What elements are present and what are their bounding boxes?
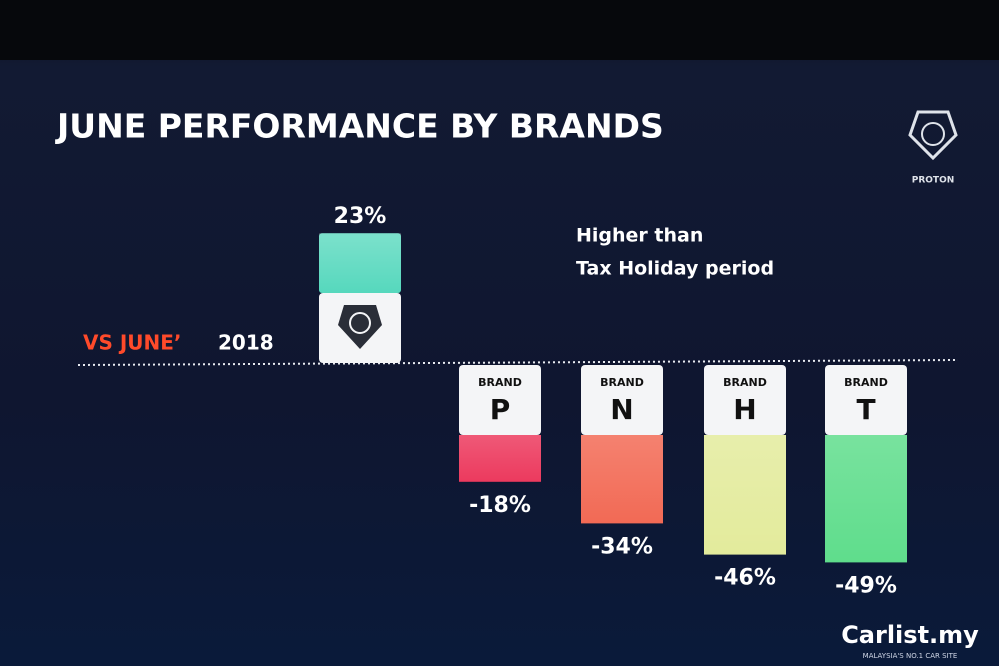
- logo-shield: [908, 110, 958, 161]
- bars: 23% BRAND P -18% BRAND N -34% BRAND H -46% BRAND T -…: [319, 204, 907, 598]
- x-tick-label: H: [733, 393, 756, 426]
- brand-label: BRAND: [723, 376, 767, 389]
- watermark: Carlist.my: [841, 621, 979, 649]
- annotation: Higher than: [576, 225, 703, 247]
- x-tick-label: N: [610, 393, 633, 426]
- bar-shine: [319, 233, 401, 293]
- ceiling: [0, 0, 999, 60]
- value-label: -49%: [835, 573, 897, 598]
- label-box: [459, 365, 541, 435]
- label-box: [825, 365, 907, 435]
- label-box: [704, 365, 786, 435]
- comparison-label: VS JUNE’: [83, 331, 182, 355]
- brand-label: BRAND: [478, 376, 522, 389]
- value-label: -18%: [469, 493, 531, 518]
- value-label: -46%: [714, 566, 776, 591]
- brand-label: BRAND: [844, 376, 888, 389]
- chart-title: JUNE PERFORMANCE BY BRANDS: [55, 107, 664, 146]
- logo: PROTON: [908, 110, 958, 186]
- logo-text: PROTON: [912, 176, 955, 186]
- comparison-year: 2018: [218, 331, 274, 355]
- bar-shine: [704, 435, 786, 555]
- x-tick-label: T: [856, 393, 875, 426]
- brand-logo-emblem: [349, 312, 371, 334]
- label-box: [581, 365, 663, 435]
- watermark-tagline: MALAYSIA'S NO.1 CAR SITE: [863, 652, 958, 660]
- bar-shine: [459, 435, 541, 482]
- brand-label: BRAND: [600, 376, 644, 389]
- logo-emblem: [921, 122, 945, 146]
- brand-logo: [338, 305, 382, 349]
- value-label: -34%: [591, 534, 653, 559]
- x-tick-label: P: [490, 393, 511, 426]
- annotation: Tax Holiday period: [576, 258, 774, 280]
- value-label: 23%: [334, 204, 387, 229]
- baseline: [77, 359, 959, 366]
- bar-shine: [825, 435, 907, 563]
- bar-shine: [581, 435, 663, 524]
